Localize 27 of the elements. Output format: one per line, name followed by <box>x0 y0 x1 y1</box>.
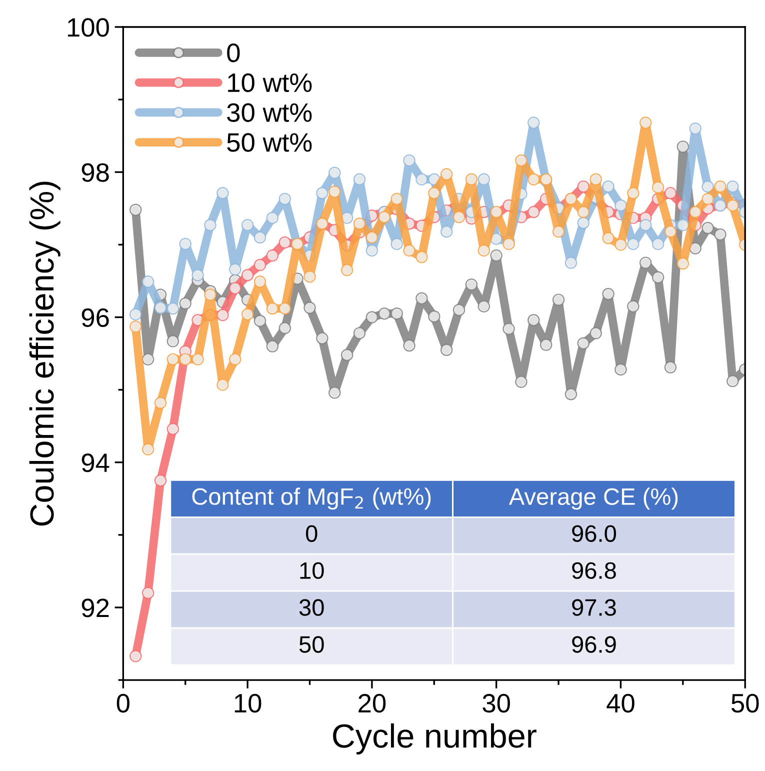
annotation: 10 <box>300 562 324 579</box>
x-tick-label: 50 <box>731 694 759 713</box>
annotation: 97.3 <box>572 599 616 616</box>
annotation: 0 <box>306 525 318 542</box>
legend-label: 50 wt% <box>227 133 312 152</box>
annotation: 96.9 <box>572 636 616 653</box>
legend-label: 30 wt% <box>227 103 312 122</box>
x-tick-label: 0 <box>116 694 130 713</box>
annotation: 30 <box>299 599 324 616</box>
annotation: Content of MgF$_{2}$ (wt%) <box>192 488 431 510</box>
annotation: 96.8 <box>572 562 616 579</box>
legend-label: 10 wt% <box>228 73 312 92</box>
legend-label: 0 <box>227 44 240 62</box>
y-axis-title: Coulomic efficiency (%) <box>29 182 60 526</box>
x-tick-label: 10 <box>234 694 262 713</box>
y-tick-label: 94 <box>82 453 110 472</box>
x-axis-title: Cycle number <box>333 723 536 754</box>
y-tick-label: 100 <box>68 18 109 37</box>
x-tick-label: 30 <box>482 694 510 713</box>
y-tick-label: 96 <box>82 308 109 328</box>
annotation: 96.0 <box>572 525 616 542</box>
annotation: 50 <box>299 636 324 653</box>
x-tick-label: 40 <box>606 694 634 713</box>
y-tick-label: 92 <box>82 598 109 618</box>
x-tick-label: 20 <box>358 694 386 713</box>
y-tick-label: 98 <box>82 163 109 182</box>
annotation: Average CE (%) <box>508 488 678 510</box>
